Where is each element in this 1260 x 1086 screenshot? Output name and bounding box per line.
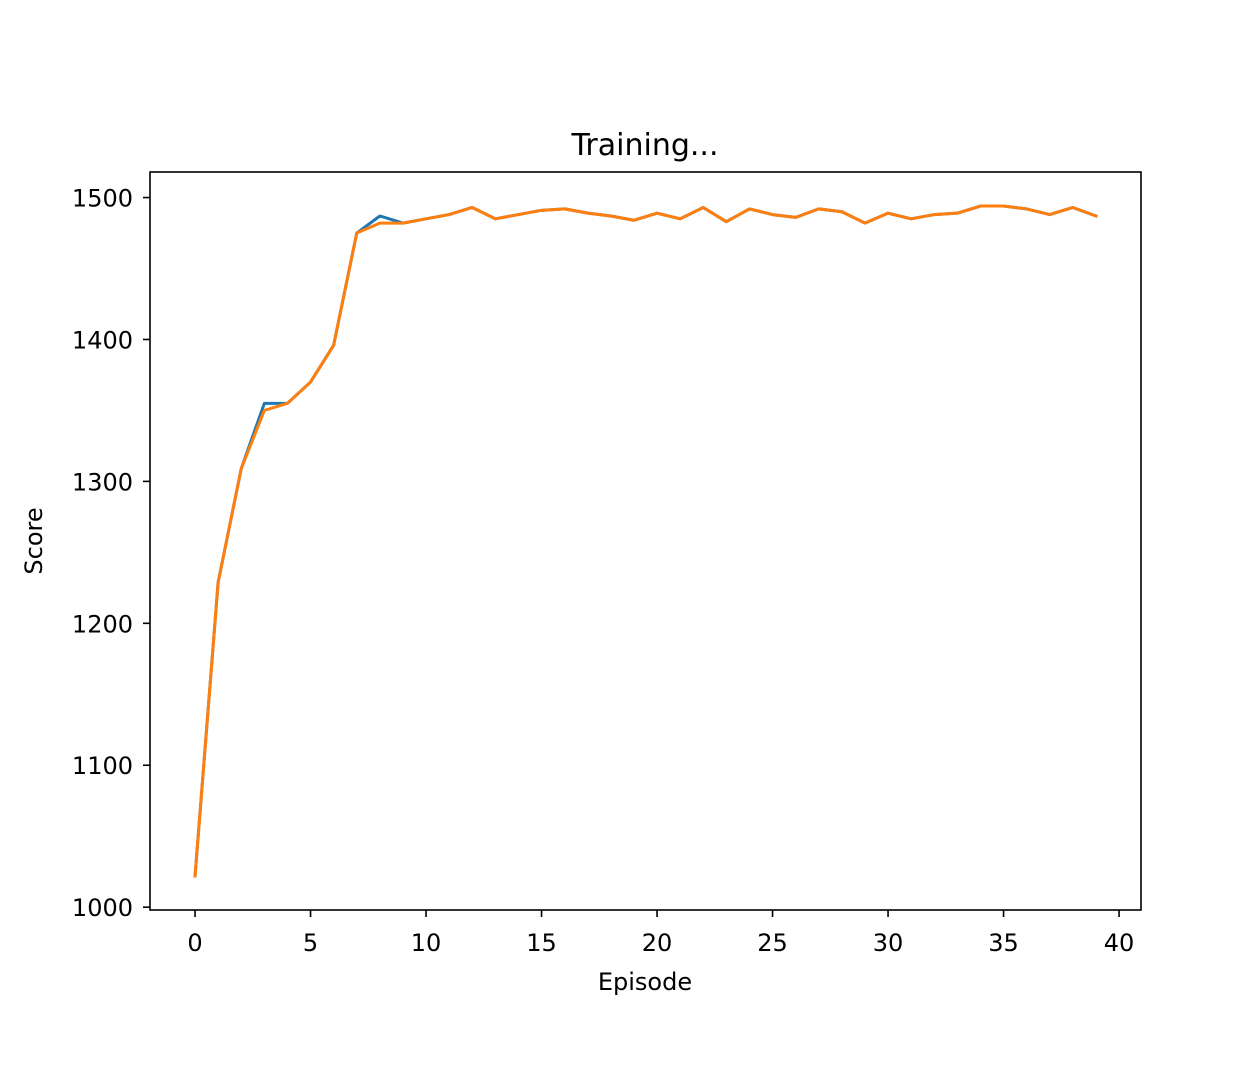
x-tick-label: 25 xyxy=(757,929,788,957)
x-tick-label: 0 xyxy=(187,929,202,957)
y-tick-label: 1400 xyxy=(72,326,133,354)
y-tick-label: 1100 xyxy=(72,752,133,780)
y-axis-ticks: 1000 1100 1200 1300 1400 1500 xyxy=(72,185,150,922)
plot-frame xyxy=(149,171,1142,911)
x-tick-label: 30 xyxy=(873,929,904,957)
chart-title: Training... xyxy=(571,128,719,163)
series-line-1 xyxy=(193,204,1098,878)
x-tick-label: 15 xyxy=(526,929,557,957)
plot-area xyxy=(193,204,1098,878)
x-tick-label: 35 xyxy=(988,929,1019,957)
x-tick-label: 5 xyxy=(303,929,318,957)
x-tick-label: 40 xyxy=(1104,929,1135,957)
series-line-2 xyxy=(193,204,1098,878)
y-axis-label: Score xyxy=(20,507,48,574)
x-tick-label: 20 xyxy=(642,929,673,957)
y-tick-label: 1200 xyxy=(72,610,133,638)
y-tick-label: 1500 xyxy=(72,185,133,213)
x-axis-ticks: 0 5 10 15 20 25 30 35 40 xyxy=(187,910,1134,957)
x-tick-label: 10 xyxy=(411,929,442,957)
x-axis-label: Episode xyxy=(598,968,692,996)
y-tick-label: 1300 xyxy=(72,468,133,496)
y-tick-label: 1000 xyxy=(72,894,133,922)
